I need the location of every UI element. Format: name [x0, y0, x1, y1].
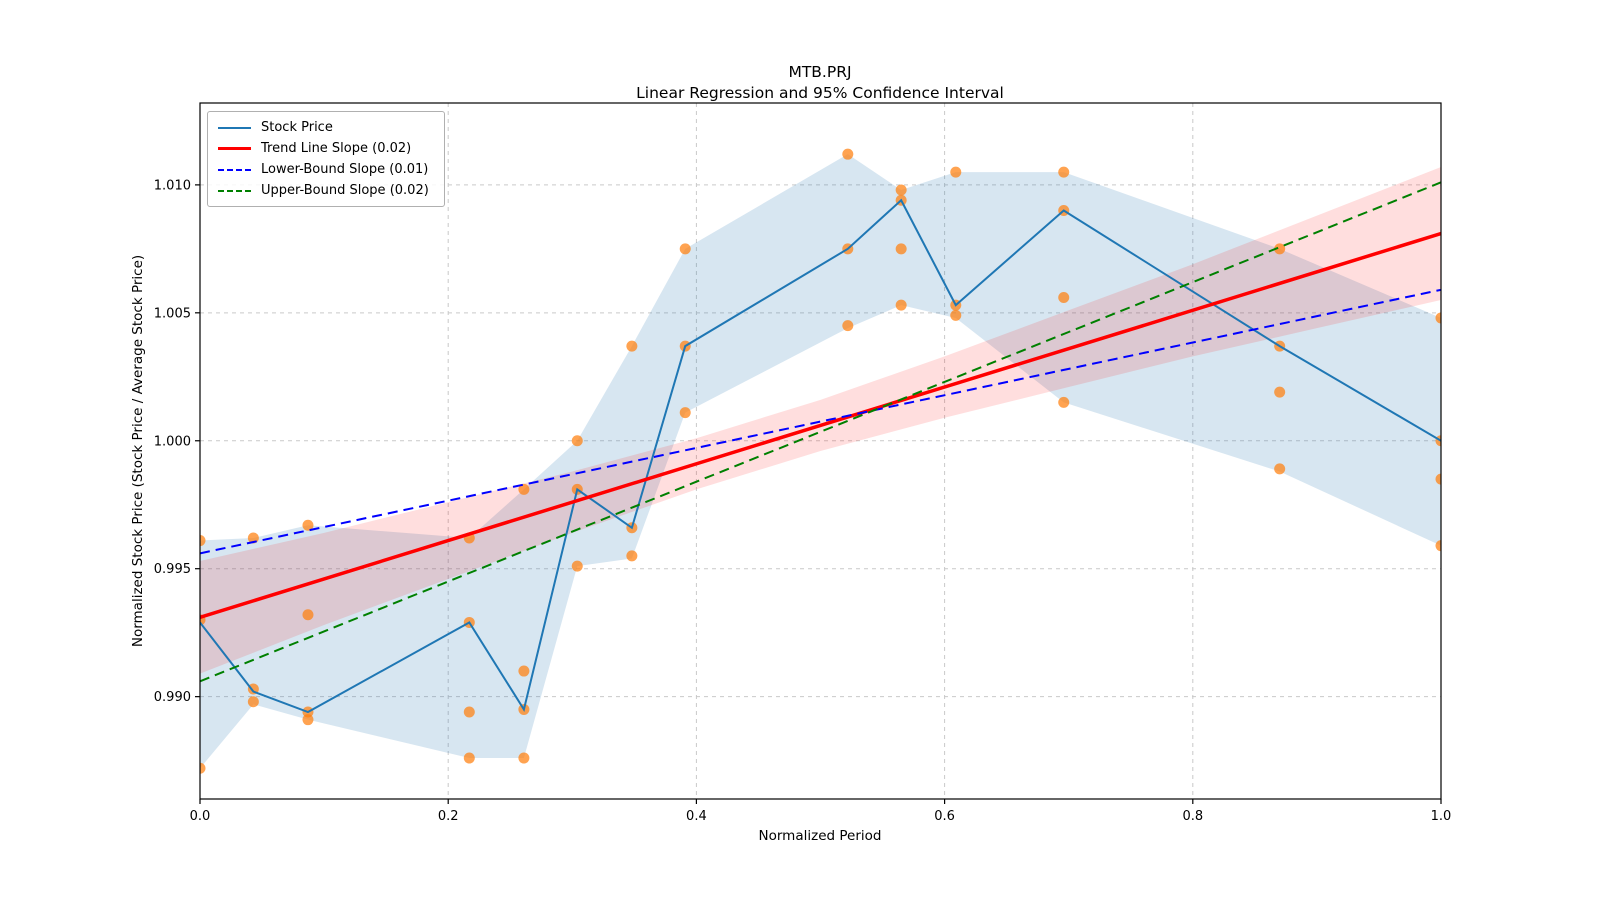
- legend-label: Upper-Bound Slope (0.02): [261, 183, 429, 198]
- scatter-point: [518, 752, 530, 764]
- legend-item-upper-bound: Upper-Bound Slope (0.02): [218, 182, 434, 199]
- scatter-point: [518, 665, 530, 677]
- axes-frame: [199, 102, 1442, 800]
- scatter-point: [626, 550, 638, 562]
- legend: Stock Price Trend Line Slope (0.02) Lowe…: [207, 111, 445, 207]
- scatter-point: [1274, 386, 1286, 398]
- confidence-band: [200, 154, 1441, 769]
- scatter-point: [1274, 243, 1286, 255]
- scatter-point: [1058, 166, 1070, 178]
- legend-item-trend-line: Trend Line Slope (0.02): [218, 140, 434, 157]
- scatter-point: [626, 340, 638, 352]
- series-line-trend-line-slope-0-02: [200, 231, 1441, 619]
- confidence-bands: [200, 154, 1441, 769]
- y-tick-label: 1.010: [154, 178, 191, 193]
- x-tick-label: 0.6: [934, 809, 955, 824]
- scatter-point: [463, 706, 475, 718]
- x-axis-label: Normalized Period: [759, 828, 882, 844]
- scatter-point: [463, 752, 475, 764]
- scatter-point: [895, 243, 907, 255]
- scatter-point: [1435, 312, 1441, 324]
- scatter-point: [895, 184, 907, 196]
- legend-line-sample-upper-bound: [218, 189, 251, 192]
- legend-line-sample-stock-price: [218, 126, 251, 129]
- series-line-stock-price: [200, 198, 1441, 714]
- plot-border: [199, 102, 1442, 800]
- chart-subtitle: Linear Regression and 95% Confidence Int…: [636, 84, 1004, 102]
- x-tick-label: 0.2: [438, 809, 459, 824]
- confidence-band: [200, 166, 1441, 674]
- legend-label: Lower-Bound Slope (0.01): [261, 162, 429, 177]
- scatter-point: [1435, 473, 1441, 485]
- scatter-point: [895, 299, 907, 311]
- scatter-point: [1058, 291, 1070, 303]
- x-tick-label: 0.8: [1182, 809, 1203, 824]
- y-axis-label: Normalized Stock Price (Stock Price / Av…: [130, 255, 146, 647]
- x-tick-label: 1.0: [1431, 809, 1452, 824]
- chart-title: MTB.PRJ: [788, 63, 851, 81]
- y-tick-label: 0.990: [154, 690, 191, 705]
- scatter-point: [302, 519, 314, 531]
- series-line-lower-bound-slope-0-01: [200, 288, 1441, 555]
- scatter-point: [679, 407, 691, 419]
- scatter-point: [679, 243, 691, 255]
- legend-item-stock-price: Stock Price: [218, 119, 434, 136]
- series-lines: [200, 181, 1441, 714]
- scatter-point: [518, 483, 530, 495]
- scatter-point: [1435, 540, 1441, 552]
- scatter-point: [302, 714, 314, 726]
- y-tick-label: 1.005: [154, 306, 191, 321]
- grid-lines: [200, 103, 1441, 799]
- legend-line-sample-trend-line: [218, 147, 251, 150]
- y-tick-label: 1.000: [154, 434, 191, 449]
- scatter-point: [200, 535, 206, 547]
- scatter-point: [200, 762, 206, 774]
- scatter-point: [1274, 463, 1286, 475]
- axis-ticks: 0.0 0.2 0.4 0.6 0.8 1.0 0.990 0.995 1.000 1.005 1.…: [154, 178, 1452, 824]
- legend-label: Trend Line Slope (0.02): [261, 141, 412, 156]
- x-tick-label: 0.4: [686, 809, 707, 824]
- scatter-point: [842, 148, 854, 160]
- legend-label: Stock Price: [261, 120, 333, 135]
- scatter-point: [571, 560, 583, 572]
- legend-item-lower-bound: Lower-Bound Slope (0.01): [218, 161, 434, 178]
- scatter-point: [950, 166, 962, 178]
- x-tick-label: 0.0: [190, 809, 211, 824]
- scatter-point: [247, 696, 259, 708]
- scatter-point: [950, 309, 962, 321]
- scatter-point: [1058, 396, 1070, 408]
- y-tick-label: 0.995: [154, 562, 191, 577]
- scatter-point: [302, 609, 314, 621]
- scatter-point: [842, 320, 854, 332]
- scatter-point: [571, 435, 583, 447]
- legend-line-sample-lower-bound: [218, 168, 251, 171]
